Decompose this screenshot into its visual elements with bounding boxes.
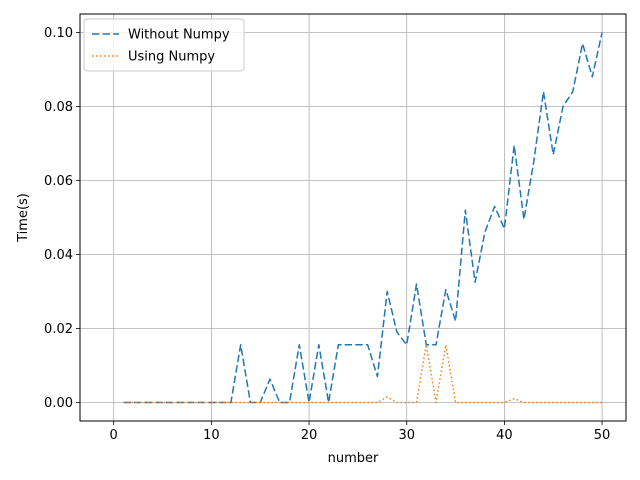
x-tick-label: 20	[301, 428, 318, 443]
y-tick-label: 0.00	[44, 396, 73, 411]
y-tick-label: 0.10	[44, 26, 73, 41]
y-tick-label: 0.02	[44, 322, 73, 337]
y-tick-label: 0.06	[44, 174, 73, 189]
axes-frame	[79, 13, 627, 422]
x-tick-label: 50	[594, 428, 611, 443]
x-tick-label: 0	[110, 428, 118, 443]
series-layer	[123, 32, 603, 404]
axis-ticks: 0 10 20 30 40 50 0.00 0.02 0.04 0.06 0.08 0.10	[44, 26, 610, 443]
x-tick-label: 30	[398, 428, 415, 443]
y-tick-label: 0.08	[44, 100, 73, 115]
x-tick-label: 10	[203, 428, 220, 443]
y-axis-label: Time(s)	[16, 193, 31, 243]
legend-box	[83, 18, 245, 72]
legend-label-2: Using Numpy	[128, 50, 215, 65]
legend-label-1: Without Numpy	[128, 28, 230, 43]
y-tick-label: 0.04	[44, 248, 73, 263]
series-line-1	[123, 32, 603, 404]
legend: Without Numpy Using Numpy	[83, 18, 245, 72]
x-axis-label: number	[328, 451, 379, 466]
x-tick-label: 40	[496, 428, 513, 443]
